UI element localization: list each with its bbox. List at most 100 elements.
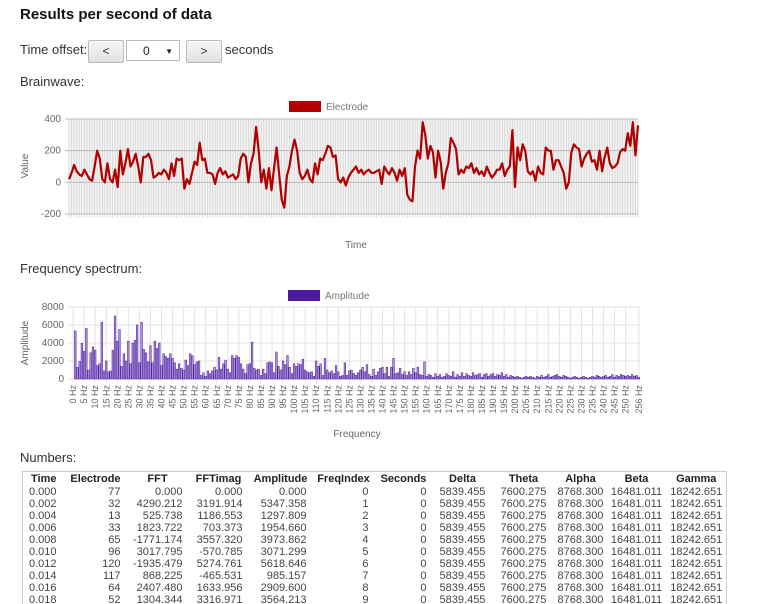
x-tick-label: 70 Hz <box>223 385 233 409</box>
amplitude-bar <box>513 376 517 380</box>
amplitude-bar <box>595 375 598 380</box>
cell-time: 0.010 <box>29 546 57 558</box>
amplitude-bar <box>441 376 444 380</box>
cell-theta: 7600.275 <box>500 570 547 582</box>
amplitude-bar <box>633 376 636 380</box>
amplitude-bar <box>359 369 362 380</box>
amplitude-bar <box>456 374 459 380</box>
amplitude-bar <box>330 370 333 380</box>
amplitude-bar <box>496 374 499 380</box>
x-tick-label: 100 Hz <box>289 385 299 414</box>
time-offset-select[interactable]: 0 ▼ <box>126 40 180 61</box>
amplitude-bar <box>604 375 607 380</box>
x-tick-label: 245 Hz <box>610 385 620 414</box>
amplitude-bar <box>277 366 280 380</box>
amplitude-bar <box>452 371 455 380</box>
amplitude-bar <box>511 376 514 380</box>
amplitude-bar <box>193 364 196 380</box>
cell-delta: 5839.455 <box>439 546 486 558</box>
x-tick-label: 180 Hz <box>466 385 476 414</box>
amplitude-bar <box>124 360 128 380</box>
cell-theta: 7600.275 <box>500 510 547 522</box>
amplitude-bar <box>600 376 603 380</box>
amplitude-bar <box>98 363 101 380</box>
cell-seconds: 0 <box>420 486 427 498</box>
amplitude-bar <box>113 315 117 380</box>
column-header-gamma: Gamma <box>676 473 717 485</box>
cell-time: 0.012 <box>29 558 57 570</box>
amplitude-bar <box>246 364 249 380</box>
amplitude-bar <box>250 341 254 380</box>
amplitude-bar <box>361 367 364 380</box>
x-tick-label: 250 Hz <box>621 385 631 414</box>
amplitude-bar <box>478 373 481 380</box>
amplitude-bar <box>560 376 563 380</box>
column-header-time: Time <box>31 473 57 485</box>
legend-label-amplitude: Amplitude <box>325 291 370 302</box>
amplitude-bar <box>136 324 139 380</box>
cell-seconds: 0 <box>420 558 427 570</box>
amplitude-bar <box>609 376 612 380</box>
cell-theta: 7600.275 <box>500 594 547 604</box>
table-body: 0.000 77 0.000 0.000 0.000 0 0 5839.455 7600.275… <box>23 486 727 604</box>
x-tick-label: 75 Hz <box>234 385 244 409</box>
amplitude-bar <box>476 374 479 380</box>
x-tick-label: 65 Hz <box>212 385 222 409</box>
amplitude-bar <box>558 376 561 380</box>
amplitude-bar <box>91 346 95 380</box>
legend-label-electrode: Electrode <box>326 102 369 113</box>
amplitude-bar <box>306 371 309 380</box>
amplitude-bar <box>96 365 99 380</box>
amplitude-bar <box>226 368 229 380</box>
cell-electrode: 120 <box>102 558 121 570</box>
amplitude-bar <box>385 367 388 380</box>
amplitude-bar <box>392 358 395 380</box>
amplitude-bar <box>611 374 614 380</box>
cell-theta: 7600.275 <box>500 582 547 594</box>
x-tick-label: 230 Hz <box>576 385 586 414</box>
x-tick-label: 210 Hz <box>532 385 542 414</box>
amplitude-bar <box>531 376 534 380</box>
x-tick-label: 40 Hz <box>157 385 167 409</box>
amplitude-bar <box>573 376 576 380</box>
amplitude-bar <box>401 374 404 380</box>
amplitude-bar <box>215 369 218 380</box>
amplitude-bar <box>491 373 495 380</box>
x-tick-label: 145 Hz <box>389 385 399 414</box>
amplitude-bar <box>173 362 176 380</box>
amplitude-bar <box>231 355 234 380</box>
cell-seconds: 0 <box>420 546 427 558</box>
x-tick-label: 80 Hz <box>245 385 255 409</box>
amplitude-bar <box>138 362 141 380</box>
cell-freqindex: 5 <box>362 546 369 558</box>
amplitude-bar <box>262 368 265 380</box>
numbers-heading: Numbers: <box>20 450 77 465</box>
cell-beta: 16481.011 <box>610 510 663 522</box>
amplitude-bar <box>529 376 532 380</box>
cell-fft: 1823.722 <box>136 522 183 534</box>
cell-amplitude: 0.000 <box>278 486 307 498</box>
amplitude-bar <box>217 357 221 380</box>
amplitude-bar <box>273 372 276 380</box>
amplitude-bar <box>235 355 238 380</box>
next-second-button[interactable]: > <box>186 40 222 63</box>
previous-second-button[interactable]: < <box>88 40 124 63</box>
amplitude-bar <box>206 370 209 380</box>
amplitude-bar <box>175 368 179 380</box>
cell-delta: 5839.455 <box>439 522 486 534</box>
amplitude-bar <box>485 373 488 380</box>
x-axis-title: Time <box>345 240 367 251</box>
table-row: 0.006 33 1823.722 703.373 1954.660 3 0 5839.455… <box>23 522 727 534</box>
amplitude-bar <box>220 368 223 380</box>
x-tick-label: 90 Hz <box>267 385 277 409</box>
brainwave-heading: Brainwave: <box>20 74 85 89</box>
cell-freqindex: 2 <box>362 510 369 522</box>
cell-time: 0.000 <box>29 486 57 498</box>
amplitude-bar <box>363 371 366 380</box>
amplitude-bar <box>474 375 477 380</box>
amplitude-bar <box>295 366 298 380</box>
amplitude-bar <box>131 342 134 380</box>
amplitude-bar <box>74 330 77 380</box>
amplitude-bar <box>580 376 583 380</box>
amplitude-bar <box>432 376 435 380</box>
